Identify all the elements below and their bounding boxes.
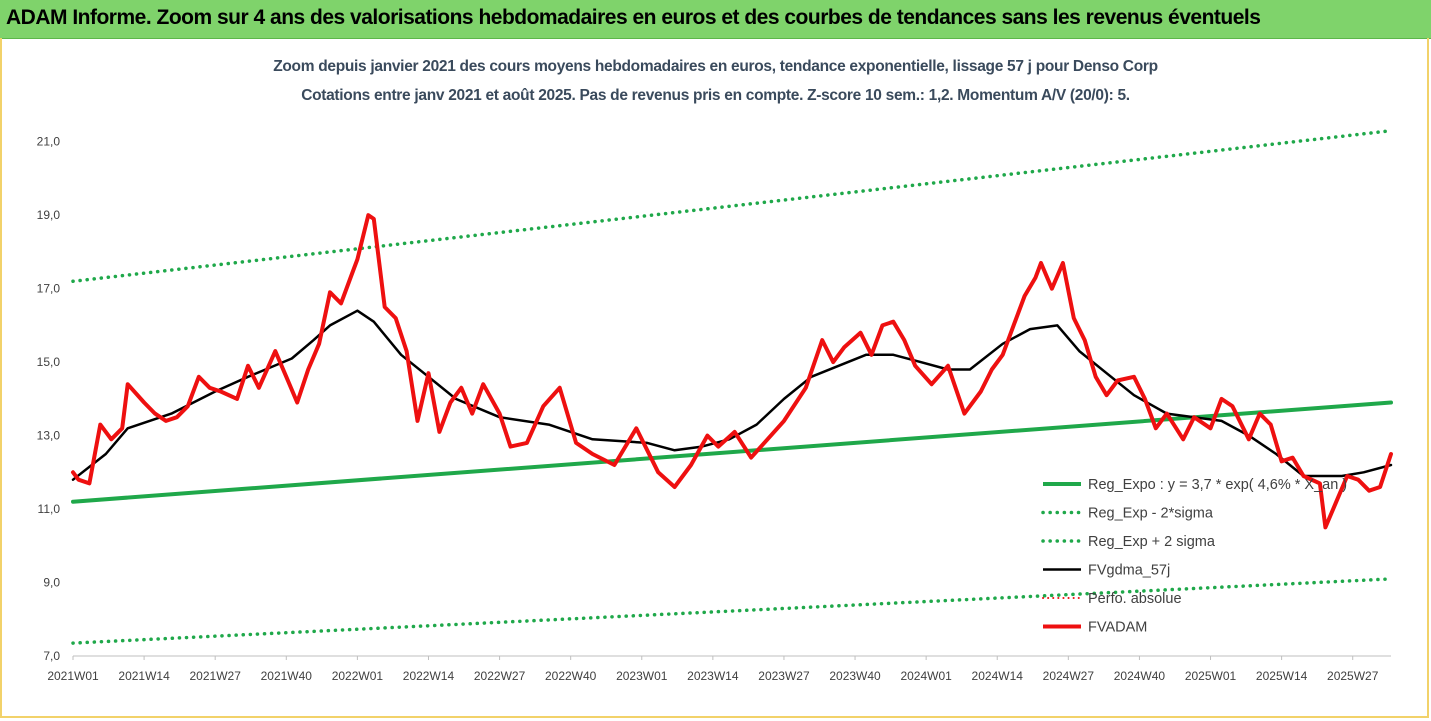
x-tick-label: 2024W14 [972, 669, 1024, 683]
y-tick-label: 21,0 [37, 135, 61, 149]
series-line-solid-black [71, 309, 1393, 481]
y-tick-label: 17,0 [37, 282, 61, 296]
x-tick-label: 2024W40 [1114, 669, 1166, 683]
legend: Reg_Expo : y = 3,7 * exp( 4,6% * X_an ) R… [1041, 477, 1347, 636]
legend-label: Reg_Exp - 2*sigma [1088, 506, 1214, 522]
legend-label: Perfo. absolue [1088, 591, 1182, 607]
x-tick-label: 2021W40 [261, 669, 313, 683]
x-tick-label: 2022W14 [403, 669, 455, 683]
y-tick-label: 7,0 [43, 649, 60, 663]
x-tick-label: 2023W01 [616, 669, 668, 683]
x-tick-label: 2023W14 [687, 669, 739, 683]
x-axis-ticks: 2021W01 2021W14 2021W27 2021W40 2022W01 2022W… [47, 656, 1379, 683]
chart-title: Zoom depuis janvier 2021 des cours moyen… [273, 58, 1158, 75]
x-tick-label: 2021W14 [118, 669, 170, 683]
series-line-dotted-green [71, 128, 1393, 284]
x-tick-label: 2024W01 [900, 669, 952, 683]
y-tick-label: 13,0 [37, 429, 61, 443]
x-tick-label: 2021W27 [190, 669, 242, 683]
report-banner: ADAM Informe. Zoom sur 4 ans des valoris… [0, 0, 1431, 39]
x-tick-label: 2022W40 [545, 669, 597, 683]
x-tick-label: 2023W27 [758, 669, 810, 683]
legend-label: Reg_Expo : y = 3,7 * exp( 4,6% * X_an ) [1088, 477, 1347, 493]
series-line-solid-red [71, 213, 1393, 530]
legend-label: Reg_Exp + 2 sigma [1088, 534, 1216, 550]
y-tick-label: 19,0 [37, 208, 61, 222]
x-tick-label: 2022W01 [332, 669, 384, 683]
chart-frame [0, 38, 1429, 718]
report-title: ADAM Informe. Zoom sur 4 ans des valoris… [6, 6, 1261, 29]
x-tick-label: 2022W27 [474, 669, 526, 683]
y-tick-label: 11,0 [38, 502, 61, 516]
x-tick-label: 2025W01 [1185, 669, 1237, 683]
x-tick-label: 2025W27 [1327, 669, 1379, 683]
y-tick-label: 9,0 [43, 576, 60, 590]
x-tick-label: 2023W40 [829, 669, 881, 683]
series-line-dotted-green [71, 577, 1393, 645]
x-tick-label: 2025W14 [1256, 669, 1308, 683]
legend-label: FVADAM [1088, 620, 1147, 636]
x-tick-label: 2021W01 [47, 669, 99, 683]
x-tick-label: 2024W27 [1043, 669, 1095, 683]
chart-subtitle: Cotations entre janv 2021 et août 2025. … [301, 87, 1130, 104]
y-axis-ticks: 7,0 9,0 11,0 13,0 15,0 17,0 19,0 21,0 [37, 135, 61, 663]
legend-label: FVgdma_57j [1088, 563, 1170, 579]
series-group [71, 128, 1393, 645]
y-tick-label: 15,0 [37, 355, 61, 369]
